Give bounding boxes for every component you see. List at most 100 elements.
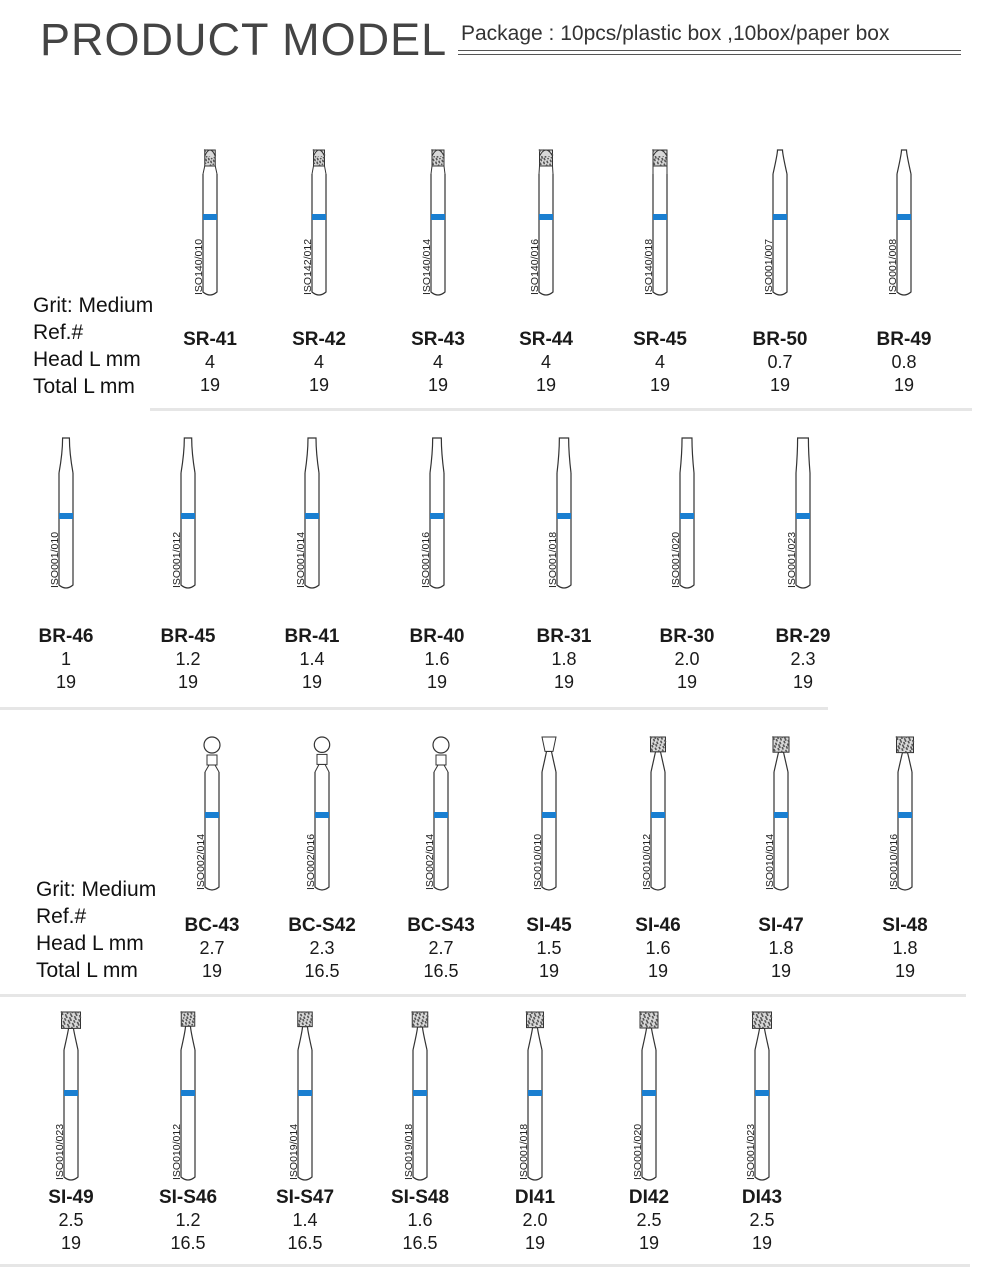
legend-block-2: Grit: Medium Ref.# Head L mm Total L mm [36,876,156,984]
item-head-length: 4 [432,352,443,372]
product-item: SI-S47 1.4 16.5 [255,1186,355,1255]
item-ref: BR-41 [284,626,340,647]
page-title: PRODUCT MODEL [40,14,448,65]
item-head-length: 2.7 [199,938,225,958]
item-head-length: 2.3 [790,649,816,669]
item-ref: BR-30 [659,626,715,647]
item-head-length: 1.4 [292,1210,318,1230]
product-item: SR-42 4 19 [269,328,369,397]
item-ref: BR-46 [38,626,94,647]
item-total-length: 19 [426,672,448,692]
row-separator [150,408,972,411]
item-head-length: 2.0 [522,1210,548,1230]
item-iso-code: ISO140/014 [421,238,433,295]
product-item: BR-30 2.0 19 [637,625,737,694]
item-ref: SI-45 [526,915,572,936]
item-iso-code: ISO001/018 [518,1123,530,1180]
item-total-length: 19 [308,375,330,395]
item-head-length: 2.7 [428,938,454,958]
legend-ref: Ref.# [33,321,84,344]
bur-drawing [895,736,915,891]
bur-drawing [296,1011,314,1181]
product-item: DI42 2.5 19 [599,1186,699,1255]
product-item: BR-41 1.4 19 [262,625,362,694]
row-separator [0,707,828,710]
item-ref: BR-50 [752,329,808,350]
item-iso-code: ISO010/012 [171,1123,183,1180]
item-iso-code: ISO019/014 [288,1123,300,1180]
item-total-length: 19 [199,375,221,395]
bur-drawing [538,149,554,296]
item-head-length: 2.3 [309,938,335,958]
item-total-length: 16.5 [304,961,340,981]
product-item: BR-46 1 19 [16,625,116,694]
item-ref: SI-49 [48,1187,94,1208]
product-item: SI-48 1.8 19 [855,914,955,983]
item-total-length: 16.5 [402,1233,438,1253]
item-total-length: 19 [201,961,223,981]
legend-ref: Ref.# [36,905,87,928]
legend-grit: Grit: Medium [33,294,154,317]
item-iso-code: ISO001/007 [763,238,775,295]
product-item: SR-44 4 19 [496,328,596,397]
item-head-length: 4 [204,352,215,372]
item-ref: SI-S48 [390,1187,450,1208]
bur-drawing [429,437,445,589]
item-iso-code: ISO001/010 [49,531,61,588]
item-ref: SR-44 [519,329,573,350]
item-iso-code: ISO001/020 [632,1123,644,1180]
item-ref: SI-46 [635,915,681,936]
product-item: SI-46 1.6 19 [608,914,708,983]
product-item: BR-29 2.3 19 [753,625,853,694]
bur-drawing [896,149,912,296]
product-item: SR-41 4 19 [160,328,260,397]
bur-drawing [411,1011,429,1181]
bur-drawing [772,149,788,296]
item-ref: SI-S46 [158,1187,218,1208]
item-ref: BR-40 [409,626,465,647]
item-head-length: 1.6 [645,938,671,958]
product-item: SI-47 1.8 19 [731,914,831,983]
item-ref: DI41 [514,1187,556,1208]
item-iso-code: ISO001/012 [171,531,183,588]
item-ref: SI-S47 [275,1187,335,1208]
item-ref: SR-43 [411,329,465,350]
item-head-length: 1.5 [536,938,562,958]
item-iso-code: ISO001/023 [786,531,798,588]
item-iso-code: ISO140/010 [193,238,205,295]
item-iso-code: ISO002/016 [305,833,317,890]
item-total-length: 19 [301,672,323,692]
item-total-length: 19 [792,672,814,692]
item-total-length: 19 [676,672,698,692]
product-item: DI41 2.0 19 [485,1186,585,1255]
item-ref: SR-42 [292,329,346,350]
bur-drawing [60,1011,82,1181]
item-total-length: 19 [649,375,671,395]
item-ref: BR-49 [876,329,932,350]
item-ref: SI-48 [882,915,928,936]
package-underline [458,50,961,51]
item-head-length: 1.8 [768,938,794,958]
bur-drawing [639,1011,659,1181]
item-head-length: 1.4 [299,649,325,669]
item-iso-code: ISO001/016 [420,531,432,588]
item-iso-code: ISO010/010 [532,833,544,890]
item-ref: DI43 [741,1187,783,1208]
item-head-length: 0.8 [891,352,917,372]
item-total-length: 19 [60,1233,82,1253]
product-item: BC-S42 2.3 16.5 [272,914,372,983]
product-item: SR-45 4 19 [610,328,710,397]
item-head-length: 1.8 [551,649,577,669]
item-total-length: 19 [893,375,915,395]
item-total-length: 19 [638,1233,660,1253]
item-total-length: 19 [177,672,199,692]
item-head-length: 2.5 [58,1210,84,1230]
bur-drawing [432,736,450,891]
item-total-length: 19 [55,672,77,692]
package-info: Package : 10pcs/plastic box ,10box/paper… [461,22,890,45]
item-iso-code: ISO019/018 [403,1123,415,1180]
legend-block-1: Grit: Medium Ref.# Head L mm Total L mm [33,292,153,400]
bur-drawing [313,736,331,891]
item-total-length: 16.5 [170,1233,206,1253]
bur-drawing [430,149,446,296]
